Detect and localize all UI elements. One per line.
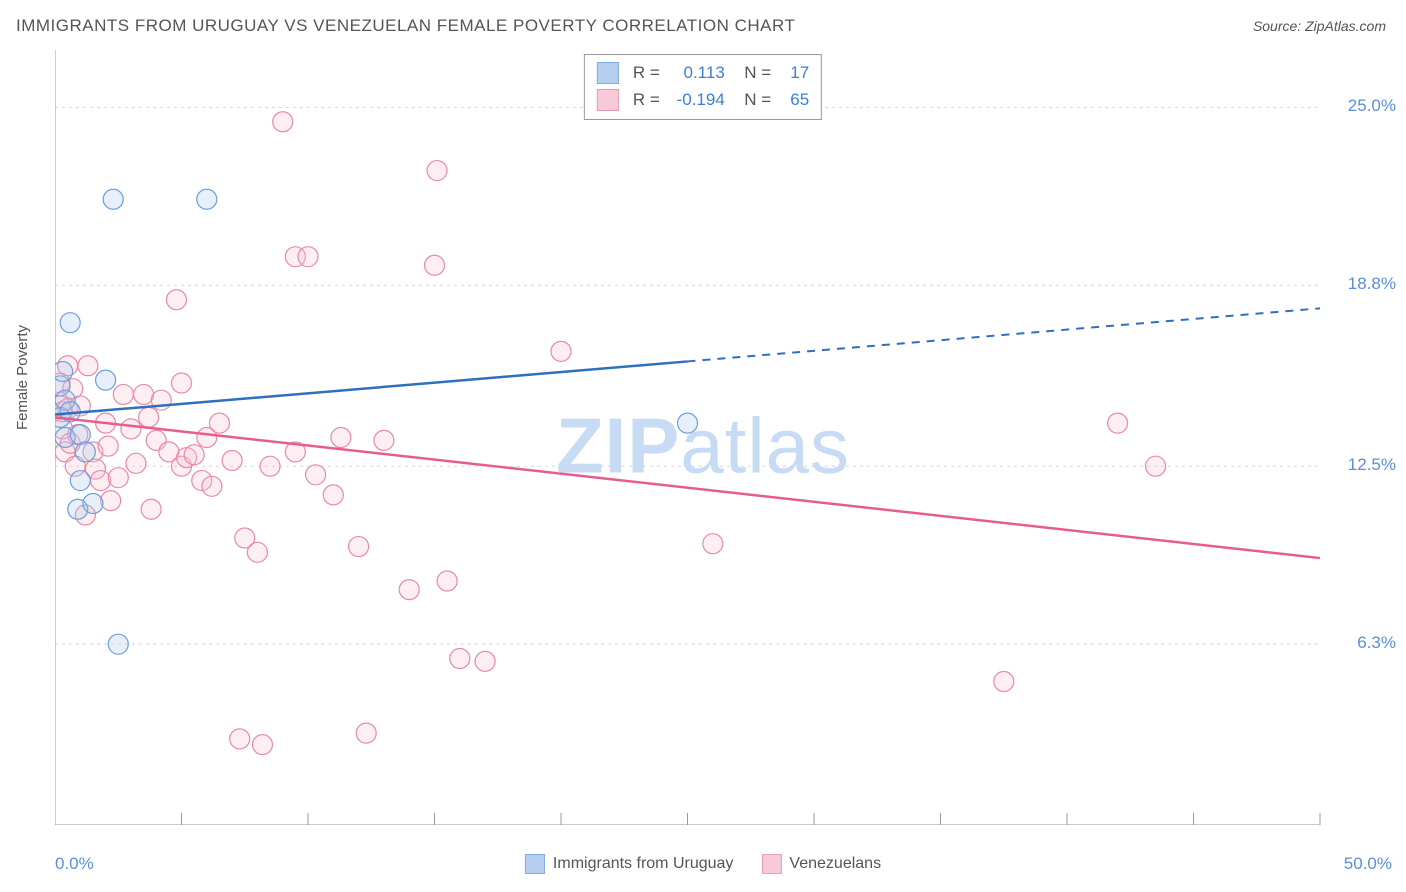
plot-area [55, 50, 1390, 825]
source-attribution: Source: ZipAtlas.com [1253, 18, 1386, 34]
bottom-legend: Immigrants from Uruguay Venezuelans [525, 854, 881, 874]
stat-r-value: 0.113 [670, 59, 725, 86]
x-max-label: 50.0% [1344, 854, 1392, 874]
stat-n-value: 17 [781, 59, 809, 86]
stat-r-value: -0.194 [670, 86, 725, 113]
legend-item-uruguay: Immigrants from Uruguay [525, 854, 734, 874]
stat-n-value: 65 [781, 86, 809, 113]
stat-label: N = [735, 59, 771, 86]
y-tick-label: 12.5% [1348, 455, 1396, 475]
x-min-label: 0.0% [55, 854, 94, 874]
legend-swatch-icon [597, 89, 619, 111]
stats-row-uruguay: R = 0.113 N = 17 [597, 59, 809, 86]
stat-label: R = [633, 86, 660, 113]
y-tick-label: 18.8% [1348, 274, 1396, 294]
chart-title: IMMIGRANTS FROM URUGUAY VS VENEZUELAN FE… [16, 16, 795, 36]
scatter-plot-svg [55, 50, 1390, 825]
y-axis-label: Female Poverty [14, 325, 31, 430]
y-tick-label: 25.0% [1348, 96, 1396, 116]
legend-swatch-icon [525, 854, 545, 874]
stats-legend: R = 0.113 N = 17 R = -0.194 N = 65 [584, 54, 822, 120]
y-tick-label: 6.3% [1357, 633, 1396, 653]
legend-swatch-icon [761, 854, 781, 874]
legend-label: Venezuelans [789, 855, 881, 872]
stat-label: N = [735, 86, 771, 113]
legend-swatch-icon [597, 62, 619, 84]
stat-label: R = [633, 59, 660, 86]
stats-row-venezuelans: R = -0.194 N = 65 [597, 86, 809, 113]
legend-label: Immigrants from Uruguay [553, 855, 734, 872]
legend-item-venezuelans: Venezuelans [761, 854, 881, 874]
